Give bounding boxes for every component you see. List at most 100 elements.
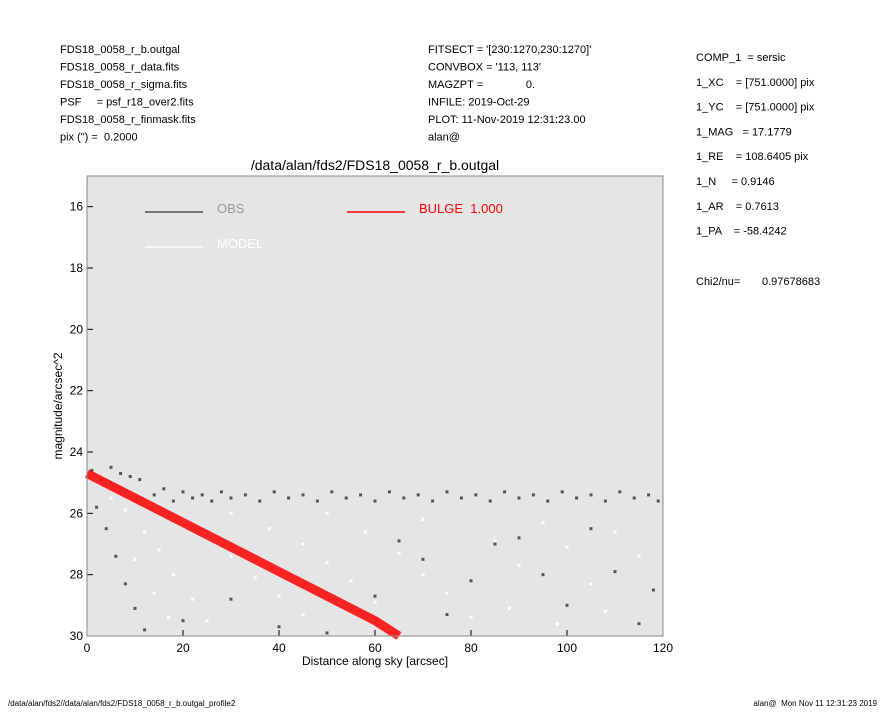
data-point [138,478,142,482]
data-point [531,493,535,497]
data-point [402,496,406,500]
data-point [243,493,247,497]
header-middle-line: MAGZPT = 0. [428,79,535,91]
data-point [143,530,147,534]
data-point [330,490,334,494]
data-point [469,579,473,583]
data-point [287,496,291,500]
data-point [421,517,425,521]
data-point [493,542,497,546]
fit-parameter: 1_N = 0.9146 [696,176,775,188]
data-point [546,499,550,503]
data-point [123,508,127,512]
chi2-value: 0.97678683 [762,276,820,288]
header-middle-line: PLOT: 11-Nov-2019 12:31:23.00 [428,114,586,126]
y-tick-label: 24 [70,445,84,459]
data-point [493,539,497,543]
y-tick-label: 16 [70,200,84,214]
data-point [565,545,569,549]
legend-label: OBS [217,201,245,216]
y-tick-label: 28 [70,568,84,582]
data-point [603,609,607,613]
data-point [359,493,363,497]
data-point [632,496,636,500]
fit-parameter: 1_RE = 108.6405 pix [696,151,809,163]
header-middle-line: INFILE: 2019-Oct-29 [428,97,530,109]
data-point [267,527,271,531]
data-point [421,573,425,577]
plot-frame [86,175,664,637]
legend-label: MODEL [217,236,263,251]
data-point [171,573,175,577]
x-axis-label: Distance along sky [arcsec] [302,654,448,668]
data-point [445,613,449,617]
data-point [363,530,367,534]
data-point [143,628,147,632]
data-point [397,551,401,555]
data-point [258,499,262,503]
y-axis-label: magnitude/arcsec^2 [51,352,65,459]
data-point [555,622,559,626]
data-point [565,603,569,607]
header-middle-line: CONVBOX = '113, 113' [428,62,541,74]
data-point [344,496,348,500]
data-point [301,542,305,546]
data-point [488,499,492,503]
data-point [200,493,204,497]
data-point [507,606,511,610]
header-left-line: FDS18_0058_r_finmask.fits [60,114,196,126]
data-point [575,496,579,500]
data-point [229,597,233,601]
data-point [325,631,329,635]
x-tick-label: 80 [464,641,478,655]
data-point [651,588,655,592]
data-point [431,499,435,503]
header-left-line: pix (") = 0.2000 [60,132,138,144]
y-tick-label: 30 [70,629,84,643]
data-point [421,557,425,561]
header-left-line: PSF = psf_r18_over2.fits [60,97,194,109]
data-point [397,539,401,543]
data-point [445,591,449,595]
data-point [618,490,622,494]
footer-right: alan@ Mon Nov 11 12:31:23 2019 [753,699,877,708]
model-line [84,469,402,640]
data-point [95,505,99,509]
data-point [613,570,617,574]
fit-parameter: 1_MAG = 17.1779 [696,126,792,138]
data-point [272,490,276,494]
data-point [459,496,463,500]
data-point [517,563,521,567]
y-tick-label: 22 [70,384,84,398]
data-point [315,499,319,503]
plot-area [86,175,664,637]
data-point [387,490,391,494]
data-point [560,490,564,494]
data-point [613,530,617,534]
x-tick-label: 120 [653,641,673,655]
data-point [589,493,593,497]
data-point [541,573,545,577]
data-point [109,465,113,469]
fit-parameter: 1_XC = [751.0000] pix [696,77,815,89]
data-point [167,616,171,620]
data-point [517,536,521,540]
data-point [181,619,185,623]
data-point [469,616,473,620]
data-point [277,594,281,598]
header-left-line: FDS18_0058_r_data.fits [60,62,180,74]
data-point [589,582,593,586]
data-point [133,557,137,561]
data-point [157,548,161,552]
data-point [445,490,449,494]
data-point [301,493,305,497]
data-point [541,521,545,525]
data-point [229,511,233,515]
data-point [229,554,233,558]
data-layer [84,465,660,640]
data-point [114,554,118,558]
data-point [171,499,175,503]
header-middle-line: alan@ [428,132,460,144]
fit-parameter: 1_PA = -58.4242 [696,226,787,238]
data-point [191,597,195,601]
